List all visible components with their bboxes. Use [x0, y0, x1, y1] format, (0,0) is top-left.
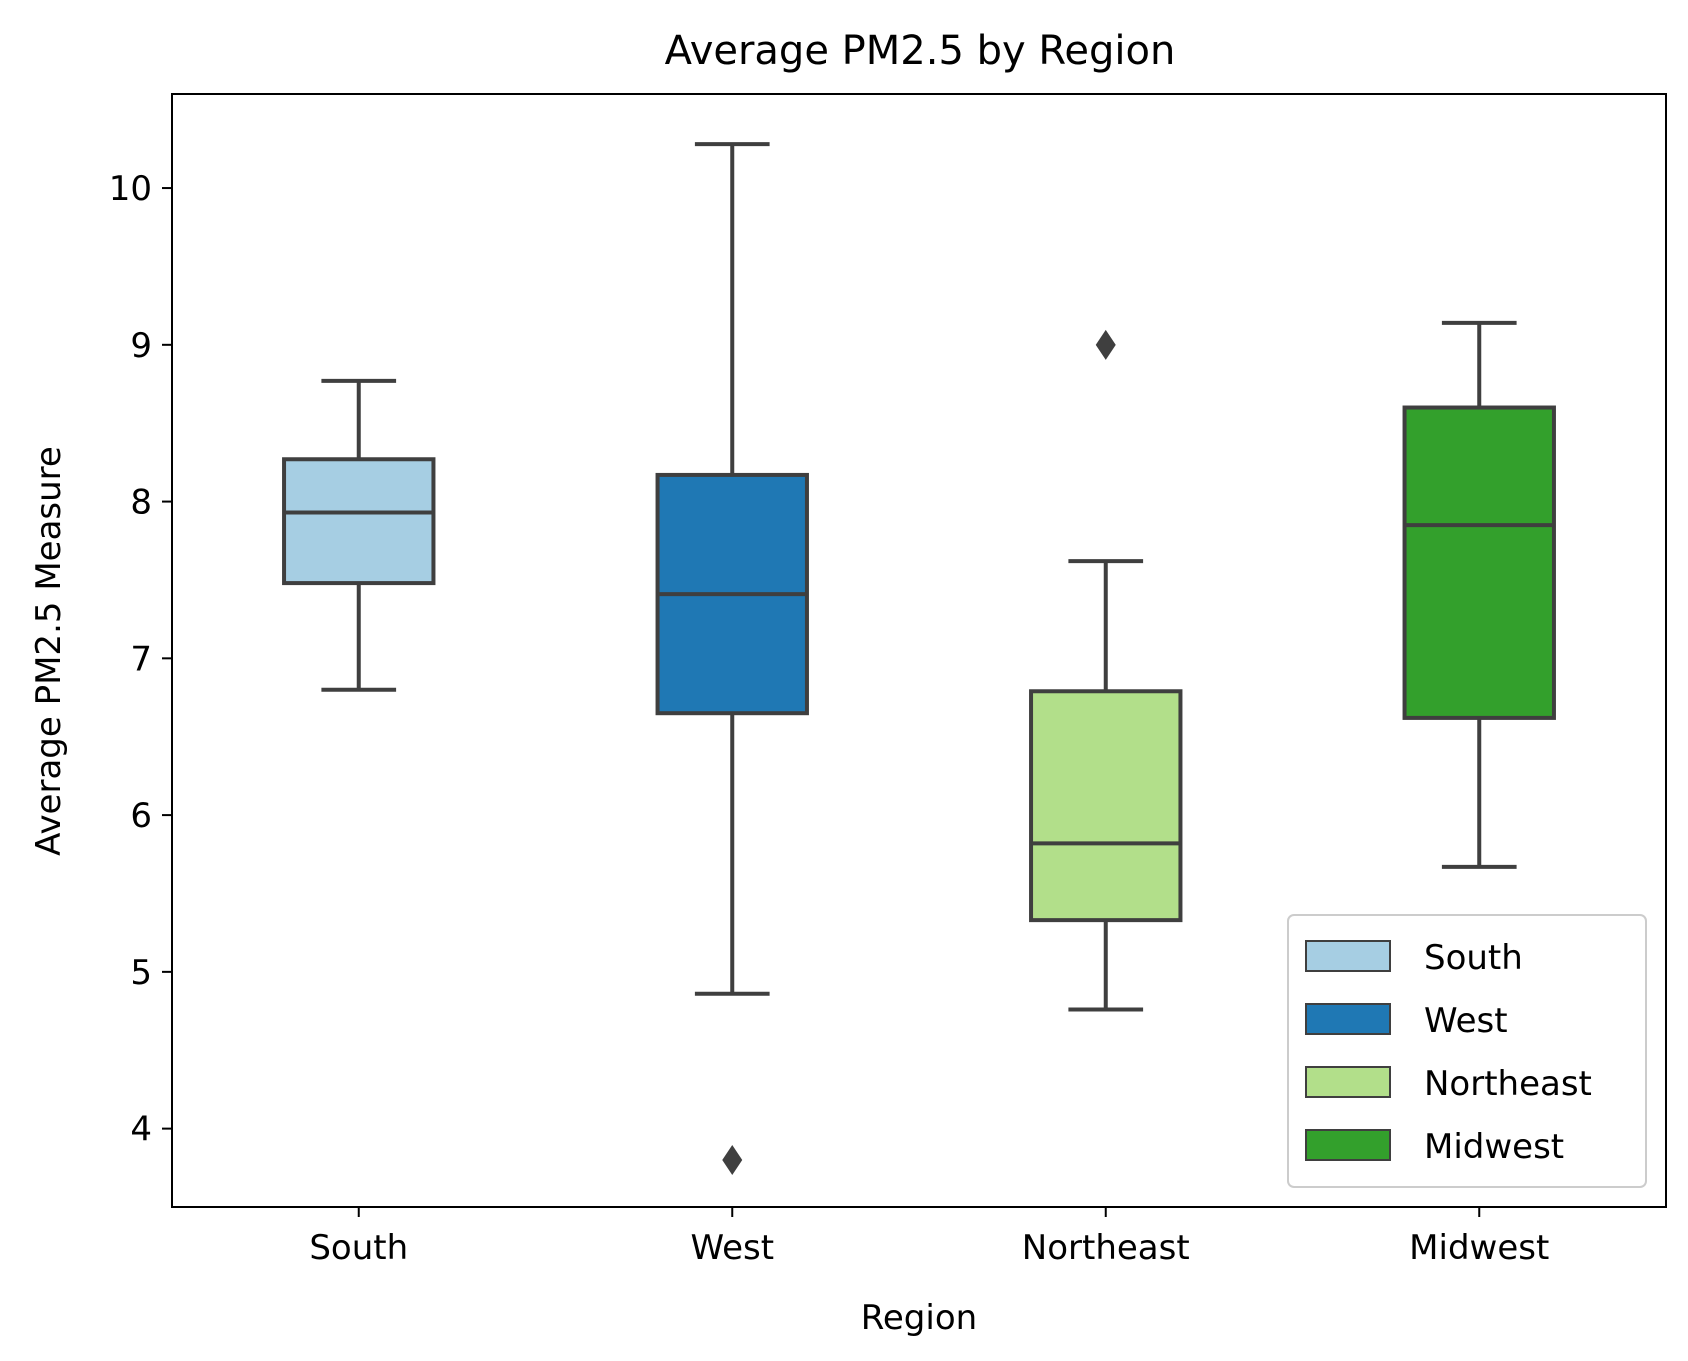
y-tick-label: 7 [130, 639, 152, 679]
box-group-south [282, 378, 436, 692]
x-tick-label: West [690, 1228, 774, 1268]
y-tick-label: 9 [130, 326, 152, 366]
x-tick-label: Northeast [1022, 1228, 1190, 1268]
y-axis-label: Average PM2.5 Measure [29, 446, 69, 856]
legend-label: West [1424, 1001, 1508, 1041]
box-group-west [655, 142, 809, 1175]
box-group-midwest [1402, 320, 1556, 869]
chart-title: Average PM2.5 by Region [665, 28, 1176, 74]
legend-frame [1287, 914, 1647, 1188]
y-tick-label: 10 [109, 169, 152, 209]
x-axis-label: Region [861, 1298, 977, 1338]
legend-label: South [1424, 938, 1523, 978]
y-tick-label: 5 [130, 953, 152, 993]
legend-swatch [1305, 940, 1391, 972]
y-tick-label: 6 [130, 796, 152, 836]
x-axis: South West Northeast Midwest [309, 1207, 1549, 1268]
legend-swatch [1305, 1066, 1391, 1098]
y-tick-label: 4 [130, 1110, 152, 1150]
iqr-box [282, 457, 436, 586]
legend-swatch [1305, 1129, 1391, 1161]
iqr-box [1402, 405, 1556, 720]
y-axis: 4 5 6 7 8 9 10 [109, 169, 172, 1150]
box-group-northeast [1029, 329, 1183, 1012]
legend-label: Midwest [1424, 1127, 1564, 1167]
outlier-point [1095, 329, 1116, 360]
legend: South West Northeast Midwest [1287, 914, 1647, 1188]
legend-label: Northeast [1424, 1064, 1592, 1104]
legend-swatch [1305, 1003, 1391, 1035]
x-tick-label: South [309, 1228, 408, 1268]
y-tick-label: 8 [130, 483, 152, 523]
iqr-box [1029, 689, 1183, 923]
x-tick-label: Midwest [1409, 1228, 1549, 1268]
outlier-point [722, 1144, 743, 1175]
plot-frame [171, 93, 1667, 1208]
plot-area [282, 142, 1556, 1175]
